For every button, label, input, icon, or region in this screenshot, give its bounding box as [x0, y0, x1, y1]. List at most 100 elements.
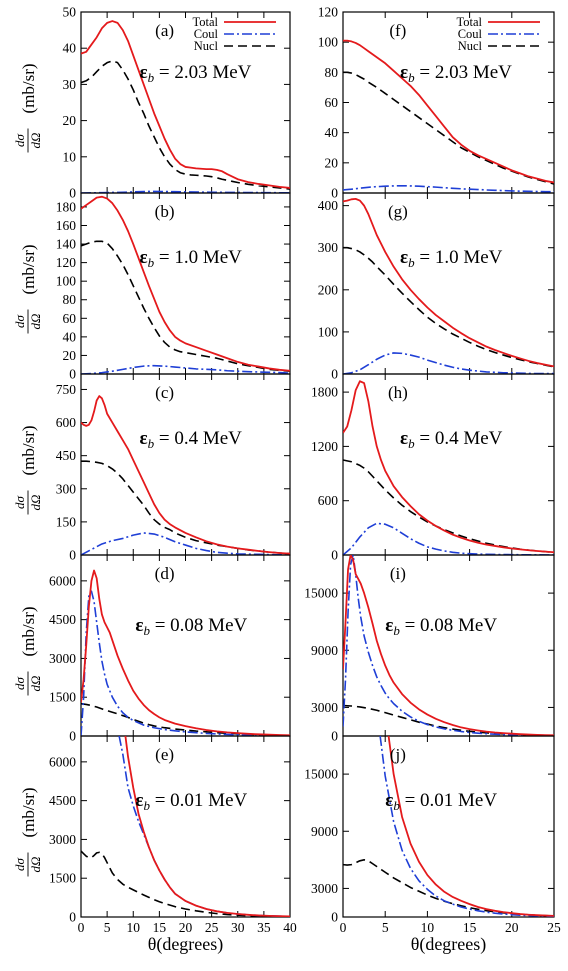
y-tick-label: 0 [69, 910, 76, 925]
y-tick-label: 1500 [49, 871, 76, 886]
y-label-denominator: dΩ [28, 133, 43, 149]
legend-total-label: Total [192, 15, 218, 29]
energy-value: 0.01 [170, 790, 203, 811]
y-tick-label: 100 [56, 274, 77, 289]
plot-frame [342, 11, 555, 194]
series-total-line [343, 39, 554, 184]
legend-coul-label: Coul [458, 27, 483, 41]
y-tick-label: 300 [318, 240, 339, 255]
y-label-unit: (mb/sr) [19, 425, 38, 475]
y-tick-label: 0 [69, 186, 76, 201]
panel-e: 0 1500 3000 4500 6000 0 5 10 15 20 25 30 35 40 (e) εb =… [49, 735, 297, 935]
y-tick-label: 4500 [49, 793, 76, 808]
x-tick-label: 0 [340, 920, 347, 935]
y-tick-label: 600 [56, 415, 77, 430]
plot-frame [342, 192, 555, 375]
x-tick-label: 10 [421, 920, 435, 935]
y-tick-label: 3000 [311, 700, 338, 715]
y-tick-label: 1200 [311, 439, 338, 454]
energy-label: εb = 0.08 MeV [135, 615, 247, 638]
series-coul-line [81, 590, 290, 736]
y-tick-label: 15000 [304, 767, 338, 782]
y-tick-label: 0 [331, 367, 338, 382]
panel-h: 0 600 1200 1800 (h) εb = 0.4 MeV [311, 373, 555, 563]
y-tick-label: 120 [56, 255, 77, 270]
energy-label: εb = 2.03 MeV [140, 62, 252, 85]
y-tick-label: 20 [63, 348, 77, 363]
y-tick-label: 60 [325, 95, 339, 110]
y-tick-label: 6000 [49, 754, 76, 769]
series-nucl-line [81, 460, 290, 555]
panel-letter: (a) [155, 21, 174, 40]
plot-frame [342, 735, 555, 918]
y-label-numerator: dσ [12, 676, 27, 690]
y-tick-label: 0 [331, 910, 338, 925]
y-tick-label: 0 [69, 548, 76, 563]
y-tick-label: 3000 [49, 651, 76, 666]
series-total-line [124, 736, 290, 917]
plot-frame [80, 554, 291, 737]
x-tick-label: 15 [463, 920, 477, 935]
y-label-numerator: dσ [12, 133, 27, 147]
y-tick-label: 120 [318, 5, 339, 20]
energy-value: 0.4 [435, 428, 459, 449]
x-tick-label: 5 [382, 920, 389, 935]
y-tick-label: 180 [56, 199, 77, 214]
panel-j: 0 3000 9000 15000 0 5 10 15 20 25 (j) εb = 0.01 MeV [304, 735, 561, 935]
legend-nucl-label: Nucl [194, 39, 219, 53]
energy-value: 0.08 [420, 615, 453, 636]
y-tick-label: 1800 [311, 385, 338, 400]
y-tick-label: 40 [63, 329, 77, 344]
panel-f: 0 20 40 60 80 100 120 (f) εb = 2.03 MeV TotalCoul… [318, 5, 555, 201]
energy-label: εb = 2.03 MeV [400, 62, 512, 85]
y-tick-label: 100 [318, 324, 339, 339]
y-label-denominator: dΩ [28, 676, 43, 692]
panel-c: 0 150 300 450 600 750 (c) εb = 0.4 MeV [56, 373, 291, 563]
series-nucl-line [81, 702, 290, 736]
panel-letter: (b) [155, 202, 175, 221]
energy-label: εb = 0.08 MeV [385, 615, 497, 638]
y-tick-label: 40 [63, 41, 77, 56]
plot-frame [80, 11, 291, 194]
series-coul-line [118, 736, 290, 917]
series-nucl-line [81, 60, 290, 190]
y-tick-label: 10 [63, 149, 77, 164]
y-label-unit: (mb/sr) [19, 244, 38, 294]
y-axis-label: dσ dΩ (mb/sr) [12, 63, 43, 153]
panel-i: 0 3000 9000 15000 (i) εb = 0.08 MeV [304, 554, 555, 744]
panel-letter: (f) [389, 21, 406, 40]
plot-frame [80, 735, 291, 918]
plot-frame [80, 192, 291, 375]
series-coul-line [343, 184, 554, 193]
x-tick-label: 15 [153, 920, 167, 935]
x-tick-label: 35 [257, 920, 271, 935]
series-nucl-line [343, 246, 554, 368]
panel-g: 0 100 200 300 400 (g) εb = 1.0 MeV [318, 192, 555, 382]
y-tick-label: 750 [56, 382, 77, 397]
x-tick-label: 0 [78, 920, 85, 935]
y-tick-label: 3000 [311, 881, 338, 896]
panel-letter: (c) [155, 383, 174, 402]
y-label-denominator: dΩ [28, 314, 43, 330]
y-tick-label: 20 [325, 155, 339, 170]
y-axis-label: dσ dΩ (mb/sr) [12, 244, 43, 334]
y-tick-label: 0 [331, 186, 338, 201]
y-tick-label: 80 [63, 292, 77, 307]
y-tick-label: 150 [56, 514, 77, 529]
legend-nucl-label: Nucl [458, 39, 483, 53]
y-label-denominator: dΩ [28, 857, 43, 873]
series-total-line [81, 569, 290, 736]
y-tick-label: 400 [318, 198, 339, 213]
y-tick-label: 140 [56, 237, 77, 252]
panel-letter: (h) [388, 383, 408, 402]
energy-value: 0.08 [170, 615, 203, 636]
panel-letter: (g) [388, 202, 408, 221]
panel-letter: (d) [155, 564, 175, 583]
x-tick-label: 20 [179, 920, 193, 935]
x-axis-label: θ(degrees) [411, 934, 487, 955]
y-axis-label: dσ dΩ (mb/sr) [12, 787, 43, 877]
y-tick-label: 20 [63, 113, 77, 128]
energy-label: εb = 1.0 MeV [400, 247, 503, 270]
